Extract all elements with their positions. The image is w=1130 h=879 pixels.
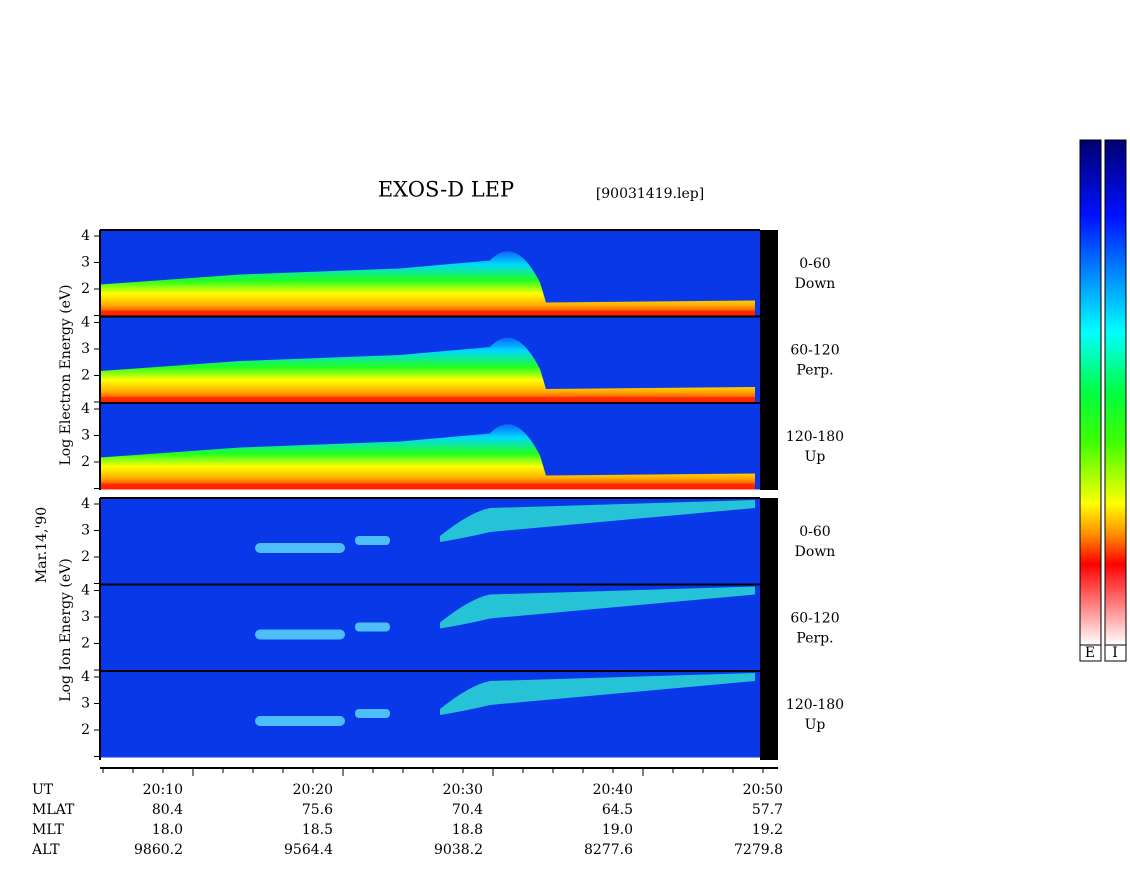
ephemeris-value: 19.2 xyxy=(752,822,783,838)
spectrogram-band xyxy=(440,586,755,629)
ephemeris-label: ALT xyxy=(31,842,60,858)
pitch-label: 0-60 xyxy=(799,256,830,272)
ephemeris-value: 18.5 xyxy=(302,822,333,838)
ephemeris-value: 7279.8 xyxy=(734,842,783,858)
ephemeris-value: 20:40 xyxy=(593,782,633,798)
ephemeris-value: 57.7 xyxy=(752,802,783,818)
y-tick-label: 3 xyxy=(81,696,90,712)
file-name: [90031419.lep] xyxy=(596,186,704,202)
y-tick-label: 3 xyxy=(81,609,90,625)
ephemeris-value: 20:10 xyxy=(143,782,183,798)
spectrogram-band xyxy=(100,337,755,403)
ephemeris-label: UT xyxy=(32,782,54,798)
spectrogram-floor xyxy=(100,397,755,403)
colorbar-label: I xyxy=(1112,645,1118,661)
pitch-label: 120-180 xyxy=(786,697,844,713)
colorbar-label-box xyxy=(1104,644,1127,662)
y-tick-label: 3 xyxy=(81,255,90,271)
y-tick-label: 3 xyxy=(81,341,90,357)
y-tick-label: 2 xyxy=(81,549,90,565)
ephemeris-label: MLAT xyxy=(32,802,75,818)
y-tick-label: 2 xyxy=(81,636,90,652)
ephemeris-value: 9564.4 xyxy=(284,842,333,858)
ephemeris-value: 80.4 xyxy=(152,802,183,818)
spectrogram-floor xyxy=(100,310,755,317)
ephemeris-value: 64.5 xyxy=(602,802,633,818)
ephemeris-value: 20:30 xyxy=(443,782,483,798)
y-tick-label: 2 xyxy=(81,722,90,738)
y-tick-label: 4 xyxy=(81,401,90,417)
direction-label: Perp. xyxy=(796,363,833,379)
pitch-label: 60-120 xyxy=(790,611,839,627)
panel: 4 3 2 60-120 Perp. xyxy=(81,583,840,671)
ephemeris-value: 75.6 xyxy=(302,802,333,818)
spectrogram-blob xyxy=(355,622,390,632)
colorbar-e xyxy=(1079,139,1102,646)
ephemeris-value: 18.8 xyxy=(452,822,483,838)
spectrogram-band xyxy=(100,251,755,317)
ephemeris-value: 9038.2 xyxy=(434,842,483,858)
ephemeris-value: 70.4 xyxy=(452,802,483,818)
spectrogram-blob xyxy=(355,536,390,545)
spectrogram-band xyxy=(100,424,755,490)
date-label: Mar.14,'90 xyxy=(34,507,50,583)
ephemeris-value: 9860.2 xyxy=(134,842,183,858)
ephemeris-value: 19.0 xyxy=(602,822,633,838)
direction-label: Perp. xyxy=(796,631,833,647)
panel: 4 3 2 120-180 Up xyxy=(81,401,844,490)
ephemeris-value: 8277.6 xyxy=(584,842,633,858)
y-tick-label: 3 xyxy=(81,523,90,539)
colorbar-label: E xyxy=(1085,645,1095,661)
ephemeris-value: 20:20 xyxy=(293,782,333,798)
spectrogram-floor xyxy=(100,483,755,490)
panel: 4 3 2 60-120 Perp. xyxy=(81,315,840,403)
spectrogram-blob xyxy=(255,716,345,726)
pitch-label: 0-60 xyxy=(799,524,830,540)
data-gap-strip xyxy=(760,230,778,490)
y-tick-label: 3 xyxy=(81,428,90,444)
title: EXOS-D LEP xyxy=(378,178,514,202)
y-tick-label: 4 xyxy=(81,228,90,244)
spectrogram-band xyxy=(440,673,755,715)
electron-axis-label: Log Electron Energy (eV) xyxy=(58,284,74,465)
spectrogram-band xyxy=(440,500,755,542)
pitch-label: 60-120 xyxy=(790,343,839,359)
y-tick-label: 4 xyxy=(81,669,90,685)
direction-label: Down xyxy=(795,544,836,560)
y-tick-label: 4 xyxy=(81,496,90,512)
direction-label: Up xyxy=(805,449,826,465)
spectrogram-blob xyxy=(355,709,390,718)
pitch-label: 120-180 xyxy=(786,429,844,445)
ephemeris-value: 18.0 xyxy=(152,822,183,838)
panel: 4 3 2 0-60 Down xyxy=(81,228,835,317)
spectrogram-blob xyxy=(255,629,345,640)
y-tick-label: 2 xyxy=(81,454,90,470)
colorbar-i xyxy=(1104,139,1127,646)
y-tick-label: 4 xyxy=(81,583,90,599)
data-gap-strip xyxy=(760,498,778,760)
y-tick-label: 2 xyxy=(81,368,90,384)
y-tick-label: 2 xyxy=(81,281,90,297)
colorbar-label-box xyxy=(1079,644,1102,662)
panel: 4 3 2 0-60 Down xyxy=(81,496,835,585)
ephemeris-value: 20:50 xyxy=(743,782,783,798)
colorbars: E I xyxy=(1079,139,1127,662)
ion-axis-label: Log Ion Energy (eV) xyxy=(58,558,74,701)
ephemeris-label: MLT xyxy=(32,822,64,838)
panel: 4 3 2 120-180 Up xyxy=(81,669,844,758)
direction-label: Up xyxy=(805,717,826,733)
spectrogram-blob xyxy=(255,543,345,553)
direction-label: Down xyxy=(795,276,836,292)
y-tick-label: 4 xyxy=(81,315,90,331)
